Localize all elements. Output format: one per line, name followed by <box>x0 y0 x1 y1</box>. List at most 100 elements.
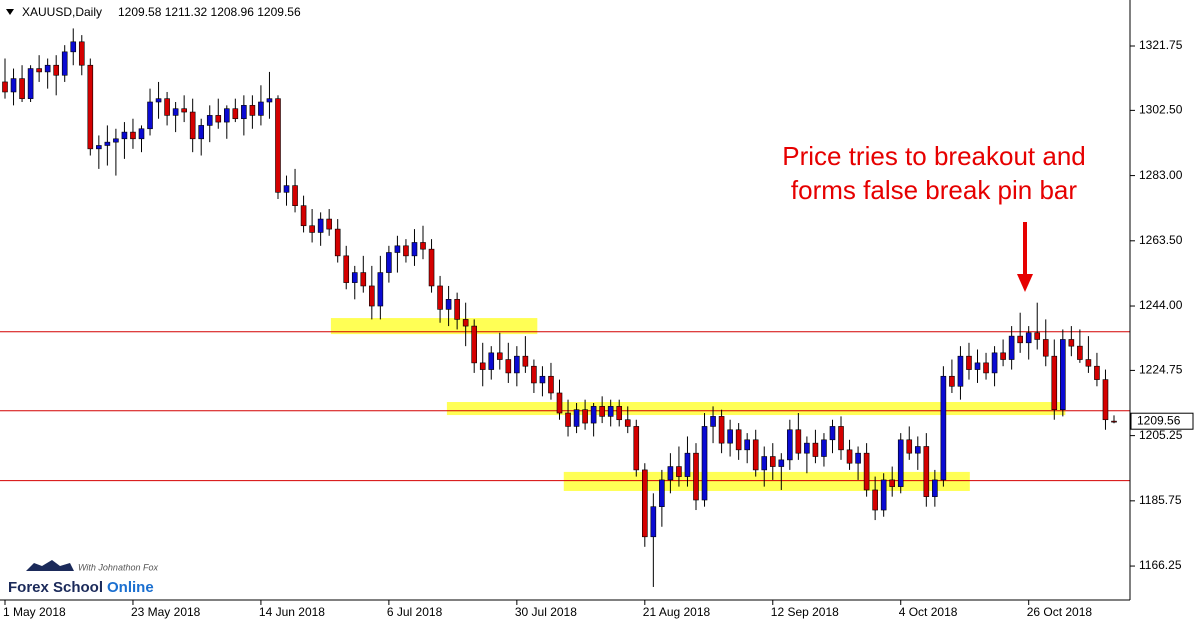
candle-body <box>36 68 42 73</box>
candle-body <box>386 252 392 273</box>
chart-title: XAUUSD,Daily <box>22 5 102 19</box>
candle-body <box>821 439 827 457</box>
x-tick-label: 30 Jul 2018 <box>515 605 577 619</box>
candle-body <box>1051 355 1058 410</box>
candle-body <box>735 429 742 451</box>
candle-body <box>206 115 213 126</box>
candle-body <box>113 138 119 143</box>
candle-body <box>974 362 981 370</box>
candle-body <box>727 429 733 444</box>
candle-body <box>437 285 443 310</box>
candle-body <box>369 285 375 307</box>
candle-body <box>334 228 341 257</box>
candle-body <box>138 128 145 140</box>
x-tick-label: 14 Jun 2018 <box>259 605 325 619</box>
arrow-head <box>1017 274 1033 292</box>
axes: 1321.75 1302.50 1283.00 1263.50 1244.00 1224.… <box>3 38 1194 619</box>
candle-body <box>121 131 128 140</box>
candle-body <box>582 409 588 424</box>
y-tick-label: 1224.75 <box>1139 363 1183 377</box>
candle-body <box>258 101 264 116</box>
x-tick-label: 23 May 2018 <box>131 605 201 619</box>
y-tick-label: 1263.50 <box>1139 233 1183 247</box>
candle-body <box>2 81 8 93</box>
candle-body <box>616 406 623 421</box>
candle-body <box>752 439 759 471</box>
candle-body <box>78 41 85 66</box>
candles <box>2 28 1117 587</box>
candle-body <box>897 439 904 487</box>
candle-body <box>838 426 844 451</box>
candle-body <box>718 416 725 444</box>
candle-body <box>224 108 230 123</box>
candle-body <box>684 452 691 477</box>
menu-triangle[interactable] <box>6 9 14 15</box>
x-tick-label: 1 May 2018 <box>3 605 66 619</box>
candle-body <box>914 446 921 454</box>
candle-body <box>172 108 179 116</box>
candle-body <box>667 466 674 481</box>
candle-body <box>590 406 597 424</box>
candle-body <box>377 272 384 307</box>
candle-body <box>70 41 77 53</box>
candle-body <box>693 452 699 501</box>
candle-body <box>19 78 25 99</box>
y-tick-label: 1185.75 <box>1139 493 1182 507</box>
candle-body <box>787 429 793 461</box>
support-zone <box>446 402 1066 416</box>
candle-body <box>957 355 964 387</box>
logo-icon <box>26 560 74 571</box>
candle-body <box>1034 332 1041 340</box>
candle-body <box>462 319 469 327</box>
candle-body <box>10 78 17 93</box>
candle-body <box>556 392 563 414</box>
candle-body <box>403 245 409 257</box>
candle-body <box>1068 339 1075 347</box>
candle-body <box>505 359 512 374</box>
candle-body <box>966 355 972 370</box>
candle-body <box>531 365 537 384</box>
y-tick-label: 1205.25 <box>1139 428 1183 442</box>
candle-body <box>804 442 810 454</box>
candle-body <box>351 272 358 283</box>
candle-body <box>642 469 648 538</box>
candle-body <box>1102 379 1109 421</box>
candle-body <box>949 375 955 387</box>
candle-body <box>87 64 94 150</box>
candle-body <box>539 375 546 384</box>
x-tick-label: 21 Aug 2018 <box>643 605 711 619</box>
candle-body <box>522 355 529 367</box>
support-zone <box>563 471 970 491</box>
candle-body <box>1060 339 1066 410</box>
candle-body <box>548 375 554 394</box>
candle-body <box>445 299 452 310</box>
candle-body <box>44 64 51 73</box>
x-tick-label: 12 Sep 2018 <box>771 605 839 619</box>
candle-body <box>872 489 878 511</box>
candle-body <box>300 205 307 227</box>
candle-body <box>61 51 68 76</box>
candle-body <box>710 416 716 427</box>
y-tick-label: 1166.25 <box>1139 558 1182 572</box>
candle-body <box>181 108 187 113</box>
candle-body <box>394 245 401 253</box>
candle-body <box>1042 339 1049 357</box>
candle-body <box>1000 352 1006 360</box>
candle-body <box>189 111 196 140</box>
candle-body <box>292 185 298 206</box>
candle-body <box>241 105 247 120</box>
candle-body <box>1094 365 1100 380</box>
candle-body <box>198 125 205 140</box>
candle-body <box>479 362 486 370</box>
candle-body <box>983 362 989 374</box>
candle-body <box>855 452 861 464</box>
candle-body <box>633 426 640 471</box>
candle-body <box>761 456 768 471</box>
x-tick-label: 4 Oct 2018 <box>899 605 958 619</box>
candle-body <box>923 446 930 497</box>
candle-body <box>411 242 418 257</box>
logo-tagline: With Johnathon Fox <box>78 562 158 572</box>
y-tick-label: 1302.50 <box>1139 103 1183 117</box>
